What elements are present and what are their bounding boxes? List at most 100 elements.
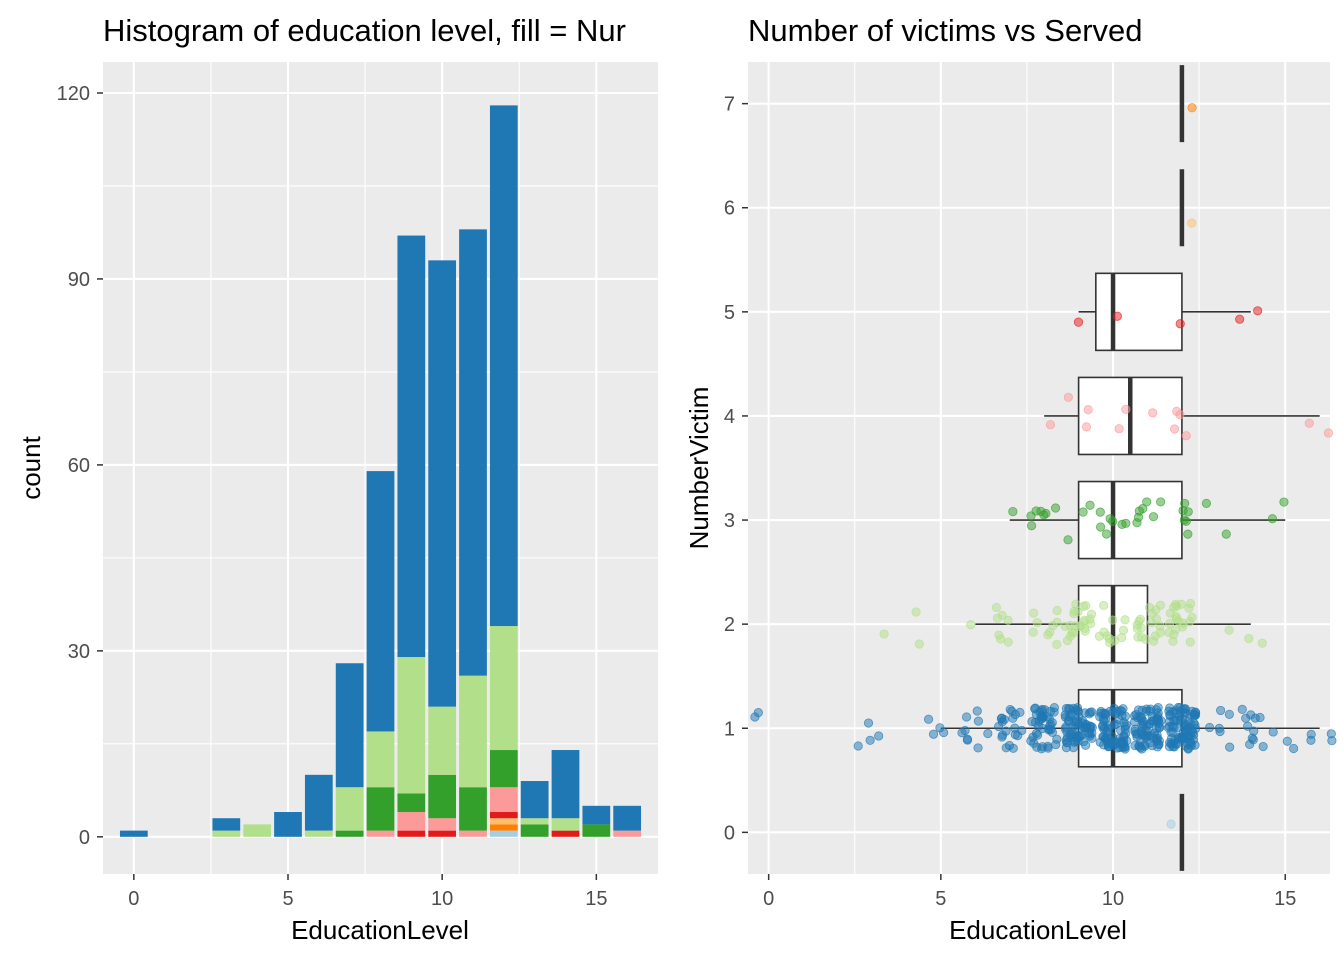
boxplot-jitter-point — [1279, 497, 1289, 507]
boxplot-jitter-point — [1026, 736, 1036, 746]
boxplot-jitter-point — [1027, 717, 1037, 727]
boxplot-jitter-point — [1036, 711, 1046, 721]
boxplot-jitter-point — [957, 728, 967, 738]
histogram-bar-segment — [397, 657, 426, 794]
histogram-bar-segment — [551, 818, 580, 831]
boxplot-jitter-point — [1095, 522, 1106, 532]
boxplot-y-tick-label: 2 — [724, 614, 735, 636]
histogram-bar-segment — [489, 626, 518, 751]
boxplot-box — [1077, 480, 1183, 560]
boxplot-jitter-point — [1183, 529, 1193, 539]
histogram-bar-segment — [459, 830, 487, 837]
histogram-bar-segment — [428, 774, 457, 819]
histogram-bar-segment — [243, 824, 272, 837]
boxplot-jitter-point — [1060, 710, 1070, 720]
histogram-bar-segment — [489, 750, 518, 788]
boxplot-jitter-point — [1049, 707, 1059, 717]
boxplot-jitter-point — [1175, 409, 1185, 420]
boxplot-jitter-point — [1148, 512, 1159, 522]
boxplot-y-tick-label: 4 — [724, 406, 735, 428]
boxplot-jitter-point — [1257, 638, 1267, 648]
boxplot-jitter-point — [1267, 514, 1278, 524]
boxplot-jitter-point — [1224, 625, 1234, 635]
boxplot-jitter-point — [1120, 724, 1130, 734]
boxplot-jitter-point — [1078, 601, 1089, 611]
boxplot-jitter-point — [1186, 739, 1196, 749]
boxplot-jitter-point — [1080, 623, 1090, 633]
boxplot-jitter-point — [1154, 739, 1164, 750]
boxplot-jitter-point — [996, 714, 1007, 724]
boxplot-jitter-point — [1101, 529, 1112, 539]
boxplot-jitter-point — [1001, 726, 1011, 736]
boxplot-jitter-point — [1147, 617, 1157, 628]
boxplot-outlier-point — [753, 708, 763, 718]
histogram-bars — [119, 105, 642, 837]
boxplot-jitter-point — [1095, 507, 1105, 517]
boxplot-jitter-point — [1181, 431, 1191, 441]
histogram-bar-segment — [397, 793, 426, 813]
histogram-bar-segment — [613, 830, 642, 837]
boxplot-jitter-points — [750, 103, 1337, 829]
boxplot-jitter-point — [1121, 518, 1131, 528]
boxplot-jitter-point — [1121, 404, 1131, 414]
boxplot-jitter-point — [1156, 497, 1166, 507]
boxplot-jitter-point — [874, 731, 884, 741]
boxplot-y-tick-label: 5 — [724, 302, 735, 324]
histogram-bar-segment — [613, 805, 642, 831]
histogram-bar-segment — [397, 235, 426, 658]
boxplot-jitter-point — [923, 714, 934, 724]
boxplot-jitter-point — [879, 629, 889, 639]
boxplot-x-axis-label: EducationLevel — [949, 915, 1127, 945]
histogram-bar-segment — [489, 812, 518, 819]
boxplot-jitter-point — [1069, 609, 1079, 619]
histogram-bar-segment — [551, 830, 580, 837]
boxplot-jitter-point — [1224, 709, 1234, 719]
histogram-bar-segment — [366, 731, 395, 788]
boxplot-jitter-point — [1099, 600, 1109, 611]
boxplot-jitter-point — [1150, 631, 1160, 641]
boxplot-jitter-point — [1173, 616, 1183, 626]
boxplot-jitter-point — [1098, 714, 1108, 724]
boxplot-jitter-point — [1172, 739, 1182, 749]
boxplot-jitter-point — [1221, 529, 1231, 539]
boxplot-jitter-point — [1323, 428, 1334, 438]
boxplot-jitter-point — [1032, 618, 1042, 628]
boxplot-jitter-point — [1306, 735, 1316, 745]
histogram-bar-segment — [520, 781, 549, 819]
boxplot-jitter-point — [1177, 734, 1187, 744]
boxplot-jitter-point — [991, 602, 1002, 613]
boxplot-jitter-point — [1181, 516, 1191, 526]
boxplot-jitter-point — [1072, 705, 1083, 716]
boxplot-jitter-point — [1074, 731, 1084, 742]
histogram-bar-segment — [397, 830, 426, 837]
boxplot-jitter-point — [1249, 726, 1259, 736]
boxplot-jitter-point — [1237, 704, 1247, 715]
boxplot-jitter-point — [1175, 319, 1185, 329]
boxplot-y-tick-label: 0 — [724, 822, 735, 844]
boxplot-jitter-point — [1135, 614, 1145, 624]
boxplot-jitter-point — [1052, 605, 1062, 616]
boxplot-jitter-point — [1099, 724, 1109, 734]
histogram-bar-segment — [335, 787, 364, 831]
boxplot-jitter-point — [1289, 743, 1299, 754]
boxplot-jitter-point — [1187, 218, 1197, 228]
histogram-bar-segment — [274, 812, 302, 837]
histogram-bar-segment — [582, 805, 611, 825]
boxplot-jitter-point — [1142, 497, 1152, 507]
boxplot-jitter-point — [1003, 615, 1013, 625]
boxplot-jitter-point — [1235, 314, 1245, 324]
boxplot-jitter-point — [1099, 627, 1109, 637]
boxplot-jitter-point — [1164, 706, 1174, 716]
boxplot-jitter-point — [1050, 503, 1061, 513]
histogram-y-tick-label: 30 — [68, 641, 90, 663]
histogram-bar-segment — [520, 824, 549, 837]
boxplot-outlier-point — [1304, 418, 1314, 428]
boxplot-jitter-point — [1028, 627, 1038, 637]
boxplot-jitter-point — [1067, 628, 1077, 638]
boxplot-jitter-point — [1201, 498, 1212, 508]
boxplot-jitter-point — [1063, 392, 1073, 402]
boxplot-jitter-point — [983, 728, 993, 739]
boxplot-y-tick-label: 1 — [724, 718, 735, 740]
boxplot-title: Number of victims vs Served — [748, 13, 1143, 48]
boxplot-jitter-point — [1245, 739, 1255, 749]
